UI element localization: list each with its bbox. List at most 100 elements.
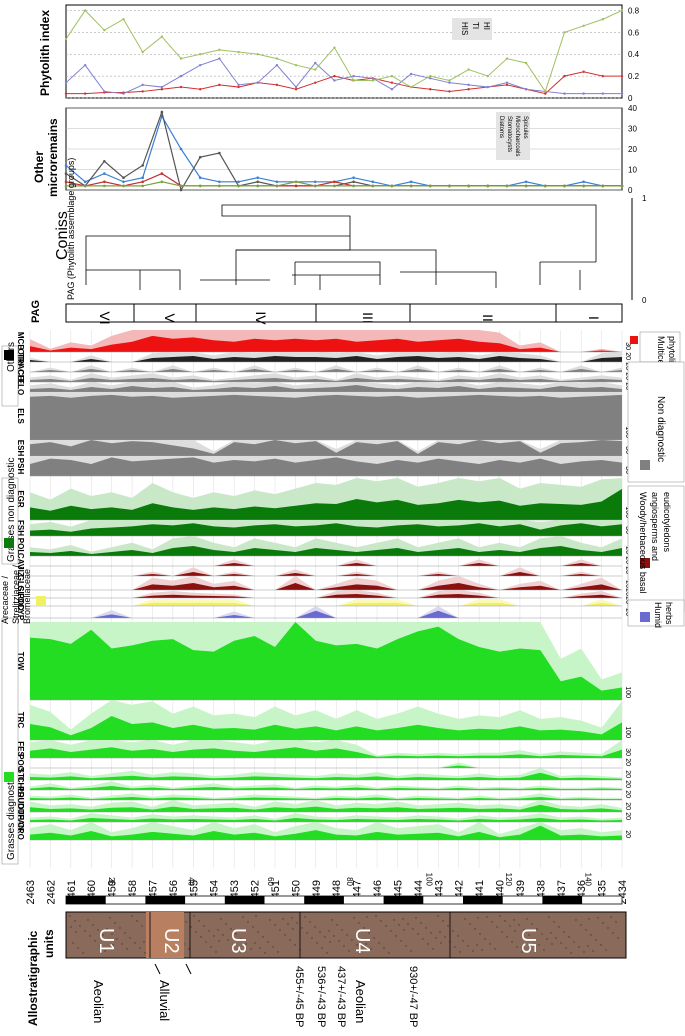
scale-segment xyxy=(145,896,186,904)
sediment-grain xyxy=(437,915,439,917)
taxon-label: PRU xyxy=(16,787,25,804)
dendrogram-branch xyxy=(400,271,497,288)
taxon-label: POO xyxy=(16,754,25,772)
taxon-cel: CEL 20 xyxy=(16,369,631,385)
point-ti xyxy=(122,92,125,95)
value-area xyxy=(30,602,622,606)
pag-group-label: III xyxy=(360,312,376,324)
sediment-grain xyxy=(284,934,286,936)
point-spicules xyxy=(218,184,221,188)
point-his xyxy=(237,85,240,89)
taxon-max-label: 30 xyxy=(624,748,631,756)
sediment-grain xyxy=(565,947,567,949)
point-ti xyxy=(467,83,470,87)
taxon-max-label: 100 xyxy=(624,506,631,518)
sediment-grain xyxy=(316,942,318,944)
taxon-psh: PSH 30 xyxy=(16,456,631,477)
sediment-grain xyxy=(605,949,607,951)
point-hi xyxy=(294,63,298,67)
sediment-grain xyxy=(279,929,281,931)
point-hi xyxy=(524,61,528,65)
taxon-max-label: 20 xyxy=(624,770,631,778)
sediment-grain xyxy=(291,917,293,919)
phytolith-index-panel: 0 0.2 0.4 0.6 0.8 HIS TI HI xyxy=(64,4,640,103)
sediment-grain xyxy=(232,944,234,946)
sediment-grain xyxy=(427,943,429,945)
unit-label: U1 xyxy=(95,928,117,954)
sediment-grain xyxy=(237,949,239,951)
taxon-glo: GLO 20 xyxy=(16,585,631,602)
legend-woody: eudicotyledons xyxy=(662,492,672,553)
sediment-grain xyxy=(501,931,503,933)
taxon-max-label: 20 xyxy=(624,596,631,604)
point-stomatocysts xyxy=(198,155,202,159)
point-his xyxy=(218,83,221,87)
taxon-pru: PRU 20 xyxy=(16,787,631,804)
sediment-grain xyxy=(141,925,143,927)
sediment-grain xyxy=(124,932,126,934)
taxon-label: TRACH xyxy=(16,353,25,381)
sediment-grain xyxy=(114,922,116,924)
point-spicules xyxy=(371,184,375,188)
sediment-grain xyxy=(383,947,385,949)
sediment-grain xyxy=(289,939,291,941)
taxon-label: POL xyxy=(16,538,25,555)
taxon-label: STI xyxy=(16,768,25,780)
point-spicules xyxy=(83,184,87,188)
exaggeration-area xyxy=(30,781,622,790)
point-his xyxy=(563,74,566,78)
sediment-grain xyxy=(494,948,496,950)
taxon-duoth: DUOTH 20 xyxy=(16,792,631,821)
taxon-max-label: 20 xyxy=(624,556,631,564)
sediment-grain xyxy=(79,925,81,927)
point-hi xyxy=(141,50,144,54)
sediment-grain xyxy=(543,949,545,951)
legend-grasses-non-diagnostic: Grasses non diagnostic xyxy=(6,457,17,562)
date-label: 930+/-47 BP xyxy=(407,966,419,1027)
point-spicules xyxy=(524,184,528,188)
pag-band: VI V IV III II I xyxy=(65,303,623,325)
sediment-grain xyxy=(311,937,313,939)
value-area xyxy=(30,825,622,840)
sediment-grain xyxy=(309,921,311,923)
sediment-grain xyxy=(496,926,498,928)
sediment-grain xyxy=(587,945,589,947)
scale-segment xyxy=(383,896,424,904)
value-area xyxy=(30,378,622,382)
point-his xyxy=(620,74,624,78)
sediment-grain xyxy=(227,939,229,941)
taxon-label: FES xyxy=(16,741,25,757)
taxon-cro: CRO 20 xyxy=(16,822,631,841)
point-ti xyxy=(160,85,164,89)
taxon-label: POD xyxy=(16,593,25,611)
point-hi xyxy=(83,9,87,12)
value-area xyxy=(30,457,622,476)
value-area xyxy=(30,583,622,590)
sediment-grain xyxy=(550,932,552,934)
sediment-grain xyxy=(136,920,138,922)
sediment-grain xyxy=(410,950,412,952)
point-stomatocysts xyxy=(103,160,106,163)
point-hi xyxy=(199,53,202,56)
legend-multicellular-box xyxy=(639,331,681,363)
point-diatoms xyxy=(83,180,87,184)
point-spicules xyxy=(390,184,394,188)
sediment-grain xyxy=(420,922,422,924)
sediment-grain xyxy=(119,927,121,929)
pag-group-label: II xyxy=(480,314,496,322)
phyto-tick: 0 xyxy=(628,94,633,103)
legend-non-diagnostic: Non diagnostic xyxy=(655,396,666,462)
micro-tick: 0 xyxy=(628,186,633,195)
sediment-grain xyxy=(348,950,350,952)
sediment-grain xyxy=(435,937,437,939)
group-legend: Multicellular phytoliths Non diagnostic Woo… xyxy=(0,331,685,865)
erosion-mark xyxy=(154,963,192,975)
sediment-grain xyxy=(590,934,592,936)
taxon-fes: FES 30 xyxy=(16,740,631,759)
point-his xyxy=(390,81,394,84)
micro-tick: 40 xyxy=(628,104,637,113)
sediment-grain xyxy=(432,948,434,950)
sediment-grain xyxy=(588,918,590,920)
scale-tick: 80 xyxy=(345,877,354,886)
